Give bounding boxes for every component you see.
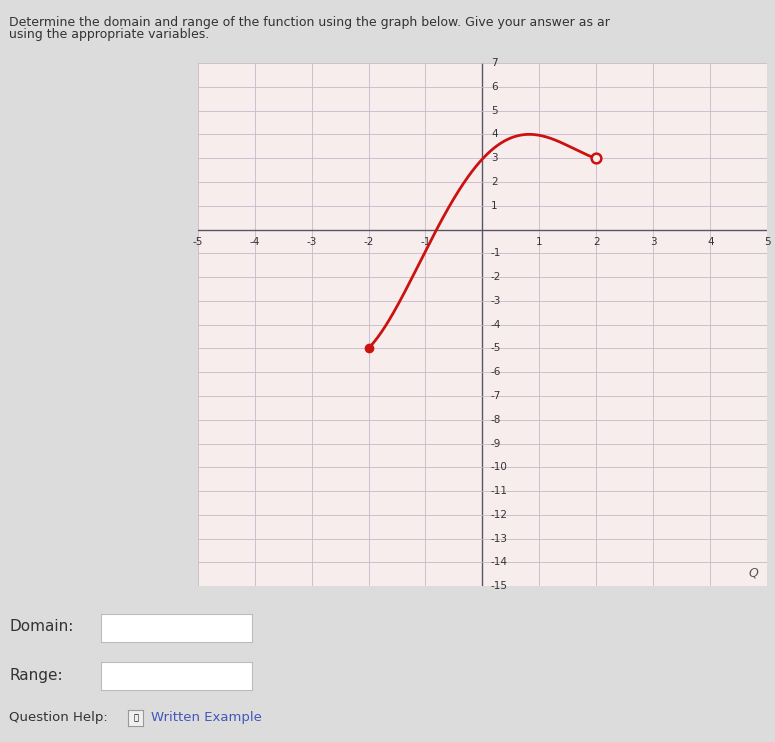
- Text: -4: -4: [491, 320, 501, 329]
- Text: 1: 1: [536, 237, 542, 246]
- Text: 6: 6: [491, 82, 498, 92]
- Text: using the appropriate variables.: using the appropriate variables.: [9, 28, 209, 42]
- Text: 📄: 📄: [133, 714, 138, 723]
- Text: Question Help:: Question Help:: [9, 711, 108, 724]
- Text: -1: -1: [420, 237, 431, 246]
- Text: -8: -8: [491, 415, 501, 424]
- Text: 5: 5: [764, 237, 770, 246]
- Text: -3: -3: [491, 296, 501, 306]
- Text: 1: 1: [491, 201, 498, 211]
- Text: -2: -2: [363, 237, 374, 246]
- Text: Range:: Range:: [9, 668, 63, 683]
- Text: Q: Q: [749, 566, 759, 579]
- Text: -2: -2: [491, 272, 501, 282]
- Text: -15: -15: [491, 581, 508, 591]
- Text: 2: 2: [593, 237, 600, 246]
- Text: 2: 2: [491, 177, 498, 187]
- Text: 3: 3: [491, 153, 498, 163]
- Text: -11: -11: [491, 486, 508, 496]
- Text: -1: -1: [491, 249, 501, 258]
- Text: -5: -5: [491, 344, 501, 353]
- Text: 3: 3: [650, 237, 656, 246]
- Text: -13: -13: [491, 533, 508, 544]
- Text: -14: -14: [491, 557, 508, 568]
- Text: Written Example: Written Example: [151, 711, 262, 724]
- Text: Determine the domain and range of the function using the graph below. Give your : Determine the domain and range of the fu…: [9, 16, 610, 30]
- Text: -5: -5: [192, 237, 203, 246]
- Text: -7: -7: [491, 391, 501, 401]
- Text: -9: -9: [491, 439, 501, 448]
- Text: 7: 7: [491, 58, 498, 68]
- Text: Domain:: Domain:: [9, 620, 74, 634]
- Text: -4: -4: [250, 237, 260, 246]
- Text: 5: 5: [491, 105, 498, 116]
- Text: -10: -10: [491, 462, 508, 473]
- Text: 4: 4: [707, 237, 714, 246]
- Text: -6: -6: [491, 367, 501, 377]
- Text: 4: 4: [491, 129, 498, 139]
- Text: -12: -12: [491, 510, 508, 520]
- Text: -3: -3: [306, 237, 317, 246]
